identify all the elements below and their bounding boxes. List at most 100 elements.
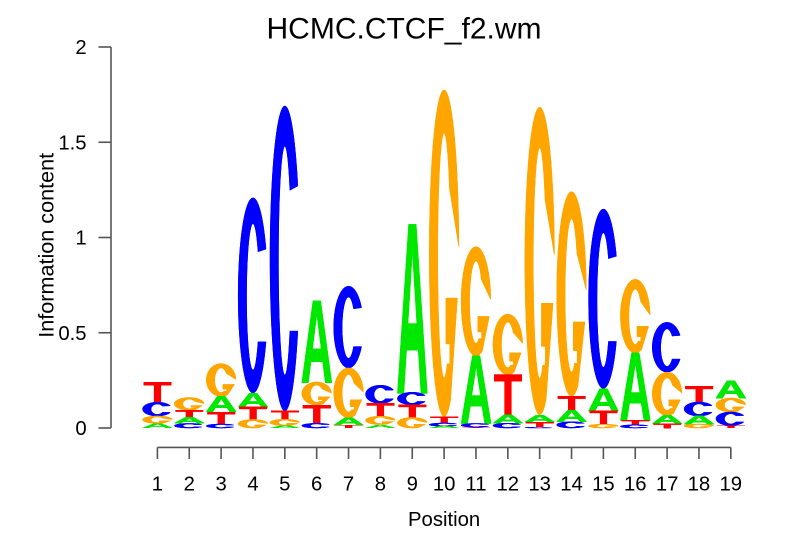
svg-text:A: A bbox=[269, 425, 301, 429]
svg-text:A: A bbox=[237, 390, 269, 412]
svg-text:T: T bbox=[653, 423, 682, 430]
svg-text:A: A bbox=[556, 408, 588, 426]
svg-text:T: T bbox=[430, 414, 459, 425]
svg-text:T: T bbox=[526, 420, 555, 428]
svg-text:A: A bbox=[173, 416, 205, 426]
svg-text:A: A bbox=[619, 333, 651, 442]
svg-text:A: A bbox=[588, 382, 620, 418]
svg-text:A: A bbox=[428, 426, 460, 429]
svg-text:10: 10 bbox=[433, 474, 456, 496]
svg-text:Position: Position bbox=[408, 509, 480, 531]
svg-text:13: 13 bbox=[528, 474, 551, 496]
svg-text:T: T bbox=[653, 422, 682, 429]
svg-text:T: T bbox=[398, 401, 427, 422]
svg-text:T: T bbox=[334, 425, 363, 430]
svg-text:T: T bbox=[175, 408, 204, 420]
svg-text:T: T bbox=[621, 419, 650, 426]
svg-text:A: A bbox=[333, 416, 365, 428]
svg-text:12: 12 bbox=[497, 474, 520, 496]
svg-text:T: T bbox=[525, 420, 554, 428]
svg-text:T: T bbox=[716, 425, 745, 429]
svg-text:T: T bbox=[494, 363, 523, 428]
svg-text:16: 16 bbox=[624, 474, 647, 496]
svg-text:T: T bbox=[621, 419, 650, 426]
svg-text:T: T bbox=[207, 408, 236, 428]
svg-text:A: A bbox=[141, 422, 173, 430]
svg-text:A: A bbox=[588, 383, 620, 419]
svg-text:T: T bbox=[653, 422, 682, 429]
svg-text:T: T bbox=[589, 407, 618, 429]
svg-text:A: A bbox=[269, 425, 301, 429]
svg-text:A: A bbox=[492, 412, 524, 426]
svg-text:T: T bbox=[335, 425, 364, 430]
svg-text:T: T bbox=[175, 408, 204, 420]
svg-text:Information content: Information content bbox=[34, 153, 59, 338]
svg-text:A: A bbox=[683, 413, 715, 426]
svg-text:2: 2 bbox=[75, 37, 86, 59]
svg-text:A: A bbox=[524, 413, 556, 425]
svg-text:A: A bbox=[524, 412, 556, 424]
svg-text:A: A bbox=[651, 413, 683, 426]
svg-text:T: T bbox=[621, 419, 650, 426]
svg-text:19: 19 bbox=[720, 474, 743, 496]
svg-text:A: A bbox=[556, 408, 588, 426]
svg-text:A: A bbox=[332, 415, 364, 427]
svg-text:A: A bbox=[269, 425, 301, 429]
svg-text:T: T bbox=[717, 425, 746, 429]
svg-text:A: A bbox=[651, 413, 683, 426]
svg-text:T: T bbox=[462, 427, 491, 428]
svg-text:T: T bbox=[366, 400, 395, 421]
svg-text:A: A bbox=[492, 412, 524, 426]
svg-text:A: A bbox=[364, 424, 396, 430]
svg-text:T: T bbox=[207, 408, 236, 428]
svg-text:A: A bbox=[524, 413, 556, 425]
svg-text:A: A bbox=[492, 412, 524, 426]
svg-text:15: 15 bbox=[592, 474, 615, 496]
svg-text:A: A bbox=[651, 413, 683, 426]
svg-text:A: A bbox=[365, 423, 397, 429]
svg-text:A: A bbox=[142, 422, 174, 430]
svg-text:A: A bbox=[141, 422, 173, 430]
svg-text:A: A bbox=[365, 424, 397, 430]
svg-text:A: A bbox=[460, 337, 492, 446]
svg-text:T: T bbox=[366, 400, 395, 421]
svg-text:T: T bbox=[366, 399, 395, 420]
svg-text:A: A bbox=[237, 389, 269, 411]
svg-text:A: A bbox=[205, 392, 237, 417]
svg-text:A: A bbox=[428, 426, 460, 429]
svg-text:1: 1 bbox=[152, 474, 163, 496]
svg-text:8: 8 bbox=[375, 474, 386, 496]
svg-text:T: T bbox=[366, 399, 395, 420]
svg-text:3: 3 bbox=[215, 474, 226, 496]
svg-text:T: T bbox=[398, 401, 427, 422]
svg-text:T: T bbox=[462, 427, 491, 428]
svg-text:A: A bbox=[555, 408, 587, 426]
svg-text:0.5: 0.5 bbox=[58, 323, 86, 345]
svg-text:A: A bbox=[555, 408, 587, 426]
svg-text:T: T bbox=[270, 409, 299, 423]
svg-text:T: T bbox=[398, 401, 427, 422]
svg-text:T: T bbox=[239, 403, 268, 424]
svg-text:1: 1 bbox=[75, 228, 86, 250]
svg-text:A: A bbox=[492, 412, 524, 426]
svg-text:T: T bbox=[430, 415, 459, 426]
svg-text:A: A bbox=[683, 413, 715, 426]
svg-text:A: A bbox=[174, 416, 206, 426]
svg-text:5: 5 bbox=[279, 474, 290, 496]
svg-text:A: A bbox=[205, 392, 237, 417]
svg-text:T: T bbox=[430, 415, 459, 426]
svg-text:T: T bbox=[207, 408, 236, 428]
svg-text:HCMC.CTCF_f2.wm: HCMC.CTCF_f2.wm bbox=[267, 13, 542, 46]
svg-text:0: 0 bbox=[75, 418, 86, 440]
svg-text:A: A bbox=[205, 392, 237, 417]
svg-text:T: T bbox=[175, 408, 204, 420]
svg-text:T: T bbox=[493, 363, 522, 428]
svg-text:11: 11 bbox=[465, 474, 486, 496]
svg-text:A: A bbox=[174, 416, 206, 426]
svg-text:A: A bbox=[205, 392, 237, 417]
svg-text:A: A bbox=[428, 426, 460, 429]
svg-text:T: T bbox=[525, 421, 554, 429]
svg-text:A: A bbox=[237, 390, 269, 412]
svg-text:T: T bbox=[589, 407, 618, 429]
svg-text:T: T bbox=[653, 423, 682, 430]
